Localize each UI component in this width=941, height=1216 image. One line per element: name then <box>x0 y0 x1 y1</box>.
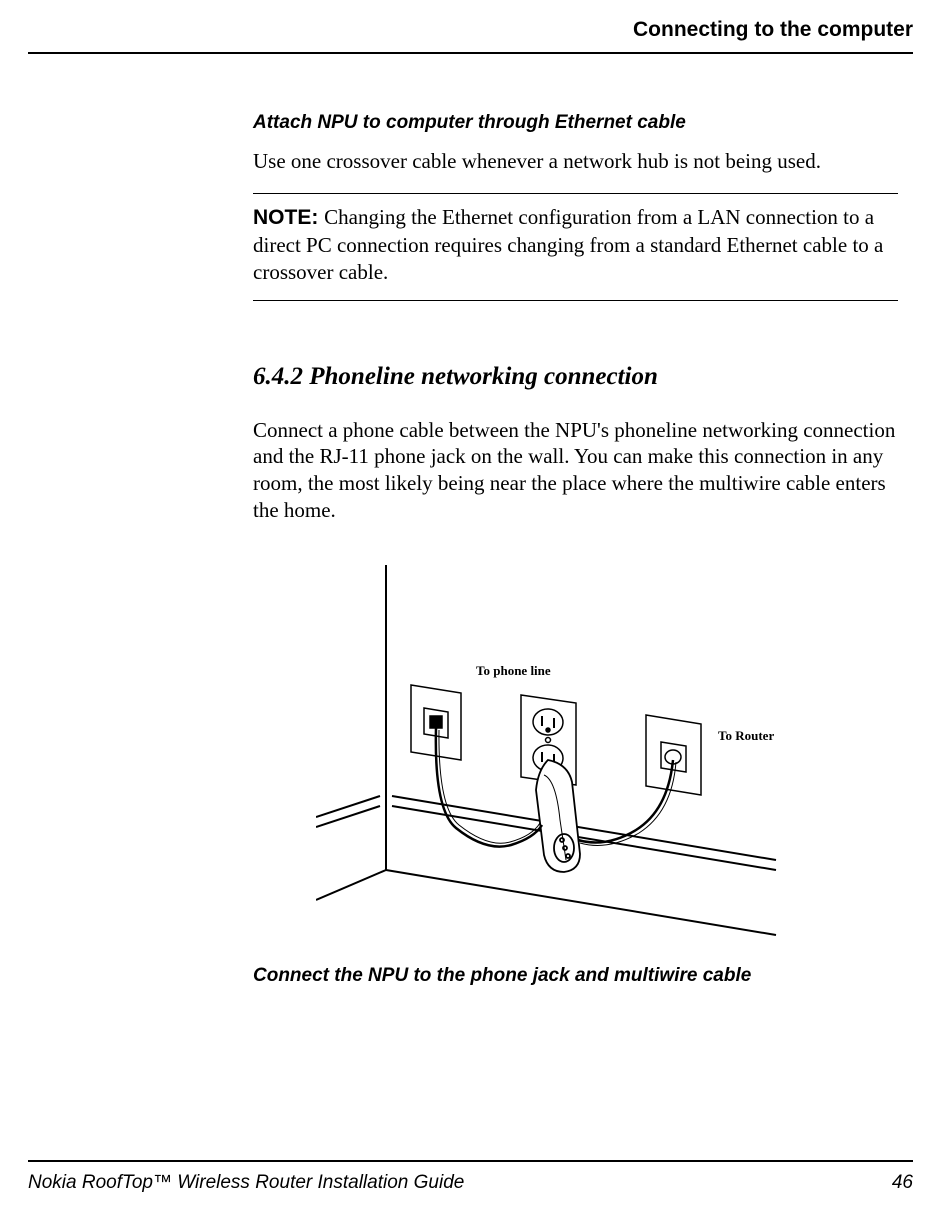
section1-caption: Attach NPU to computer through Ethernet … <box>253 112 898 134</box>
note-block: NOTE: Changing the Ethernet configuratio… <box>253 204 898 286</box>
content-area: Attach NPU to computer through Ethernet … <box>253 54 898 1160</box>
section2-body: Connect a phone cable between the NPU's … <box>253 417 898 525</box>
note-top-rule <box>253 193 898 194</box>
footer-page-number: 46 <box>892 1172 913 1194</box>
section1-body: Use one crossover cable whenever a netwo… <box>253 148 898 175</box>
note-bottom-rule <box>253 300 898 301</box>
footer-rule <box>28 1160 913 1162</box>
note-body: Changing the Ethernet configuration from… <box>253 205 883 284</box>
figure-label-router: To Router <box>718 728 774 743</box>
footer-area: Nokia RoofTop™ Wireless Router Installat… <box>28 1160 913 1216</box>
footer-doc-title: Nokia RoofTop™ Wireless Router Installat… <box>28 1172 464 1194</box>
figure-container: To phone line To Router <box>253 560 898 945</box>
note-label: NOTE: <box>253 206 324 229</box>
section2-heading: 6.4.2 Phoneline networking connection <box>253 363 898 391</box>
figure-caption: Connect the NPU to the phone jack and mu… <box>253 965 898 987</box>
page-header: Connecting to the computer <box>28 18 913 52</box>
connection-diagram: To phone line To Router <box>316 560 836 940</box>
figure-label-phone: To phone line <box>476 663 551 678</box>
